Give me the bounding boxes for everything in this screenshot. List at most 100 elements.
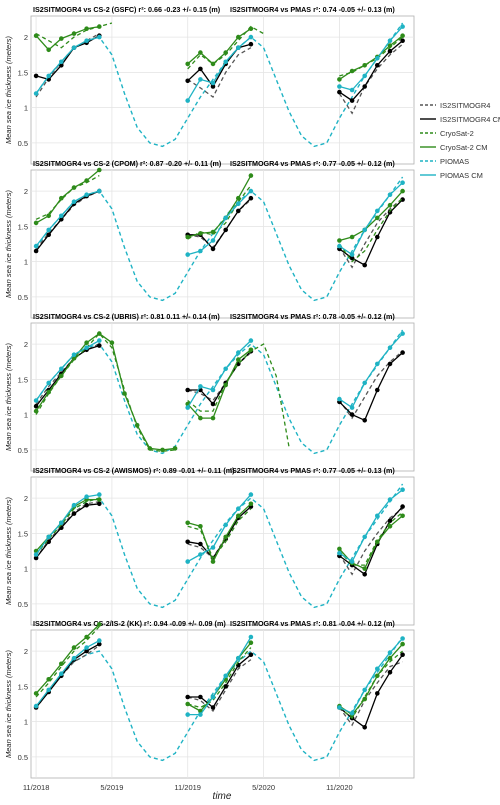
point-is2sitmogr4-cm (400, 350, 405, 355)
point-is2sitmogr4-cm (248, 41, 254, 47)
y-tick-label: 2 (24, 647, 28, 656)
y-axis-label: Mean sea ice thickness (meters) (4, 650, 13, 758)
panel-4: 0.5 1 1.5 2 Mean sea ice thickness (meters) I… (4, 466, 415, 626)
point-piomas-cm (210, 545, 216, 550)
point-is2sitmogr4-cm (387, 670, 393, 675)
point-piomas-cm (71, 45, 77, 50)
point-is2sitmogr4-cm (210, 401, 216, 407)
point-piomas-cm (84, 38, 89, 43)
series-line-piomas-cm (339, 333, 404, 409)
point-piomas-cm (185, 405, 190, 410)
y-tick-label: 1 (24, 718, 28, 727)
series-line-piomas-cm (339, 489, 404, 563)
point-cryosat-2-cm (97, 622, 102, 627)
point-piomas-cm (223, 673, 228, 679)
point-piomas-cm (210, 387, 216, 393)
panel-2: 0.5 1 1.5 2 Mean sea ice thickness (meters) I… (4, 159, 415, 319)
point-piomas-cm (71, 502, 77, 508)
y-axis-label: Mean sea ice thickness (meters) (4, 190, 13, 298)
point-cryosat-2-cm (236, 513, 241, 519)
point-is2sitmogr4-cm (362, 572, 368, 577)
point-cryosat-2-cm (400, 188, 405, 194)
point-cryosat-2-cm (362, 63, 368, 68)
point-cryosat-2-cm (46, 47, 51, 53)
point-cryosat-2-cm (33, 691, 39, 696)
point-piomas-cm (387, 345, 393, 351)
point-cryosat-2-cm (248, 640, 254, 645)
point-cryosat-2-cm (375, 539, 380, 545)
plot-area (30, 629, 415, 779)
point-piomas-cm (236, 201, 241, 207)
point-cryosat-2-cm (97, 497, 102, 502)
point-cryosat-2-cm (349, 234, 355, 240)
point-cryosat-2-cm (46, 389, 51, 395)
y-axis-label: Mean sea ice thickness (meters) (4, 36, 13, 144)
legend-item: CryoSat-2 (420, 129, 474, 138)
series-line-piomas-cm (339, 182, 404, 256)
series-line-piomas-cm (187, 494, 252, 563)
point-cryosat-2-cm (59, 195, 64, 201)
point-cryosat-2-cm (122, 391, 127, 396)
y-tick-label: 0.5 (18, 293, 28, 302)
point-is2sitmogr4-cm (33, 248, 39, 254)
y-tick-label: 2 (24, 340, 28, 349)
y-tick-label: 0.5 (18, 139, 28, 148)
panel-title-left: IS2SITMOGR4 vs CS-2 (GSFC) r²: 0.66 -0.2… (33, 5, 221, 14)
point-piomas-cm (400, 180, 405, 185)
point-piomas-cm (198, 712, 203, 717)
point-is2sitmogr4-cm (375, 691, 380, 696)
point-is2sitmogr4-cm (97, 343, 102, 348)
point-is2sitmogr4-cm (349, 255, 355, 261)
y-tick-label: 2 (24, 33, 28, 42)
point-cryosat-2-cm (248, 501, 254, 507)
point-piomas-cm (337, 705, 342, 710)
point-cryosat-2-cm (400, 33, 405, 38)
point-cryosat-2-cm (375, 215, 380, 221)
point-cryosat-2-cm (236, 195, 241, 201)
point-cryosat-2-cm (248, 173, 254, 178)
panel-title-left: IS2SITMOGR4 vs CS-2 (UBRIS) r²: 0.81 0.1… (33, 312, 220, 321)
point-piomas-cm (33, 91, 39, 96)
point-piomas-cm (198, 77, 203, 82)
point-piomas-cm (59, 59, 64, 65)
series-line-cryosat-2 (187, 647, 252, 709)
panel-5: 0.5 1 1.5 2 Mean sea ice thickness (meters) I… (4, 619, 415, 779)
series-line-is2sitmogr4-cm (339, 199, 404, 267)
point-piomas-cm (223, 59, 228, 65)
point-piomas-cm (400, 24, 405, 29)
point-is2sitmogr4-cm (46, 232, 51, 238)
series-line-is2sitmogr4 (187, 352, 252, 402)
point-cryosat-2-cm (387, 202, 393, 208)
y-tick-label: 1 (24, 104, 28, 113)
point-is2sitmogr4-cm (185, 539, 190, 545)
point-is2sitmogr4-cm (362, 262, 368, 268)
point-piomas-cm (337, 550, 342, 556)
point-is2sitmogr4-cm (71, 511, 77, 516)
point-piomas-cm (248, 338, 254, 343)
point-cryosat-2-cm (362, 696, 368, 702)
point-cryosat-2-cm (71, 645, 77, 650)
point-piomas-cm (375, 361, 380, 367)
point-piomas-cm (349, 559, 355, 564)
point-piomas-cm (236, 506, 241, 512)
point-piomas-cm (375, 208, 380, 214)
point-piomas-cm (248, 634, 254, 640)
point-piomas-cm (375, 56, 380, 61)
point-piomas-cm (362, 687, 368, 693)
point-cryosat-2-cm (223, 534, 228, 540)
point-cryosat-2-cm (337, 546, 342, 552)
point-is2sitmogr4-cm (198, 694, 203, 700)
point-is2sitmogr4-cm (210, 705, 216, 710)
point-piomas-cm (400, 487, 405, 493)
point-cryosat-2-cm (210, 229, 216, 235)
panel-title-right: IS2SITMOGR4 vs PMAS r²: 0.74 -0.05 +/- 0… (230, 5, 395, 14)
point-cryosat-2-cm (337, 238, 342, 243)
series-line-is2sitmogr4 (187, 659, 252, 712)
point-piomas-cm (210, 80, 216, 86)
point-piomas-cm (210, 694, 216, 700)
point-piomas-cm (84, 345, 89, 351)
point-is2sitmogr4-cm (400, 652, 405, 657)
point-piomas-cm (33, 398, 39, 403)
point-piomas-cm (337, 396, 342, 402)
